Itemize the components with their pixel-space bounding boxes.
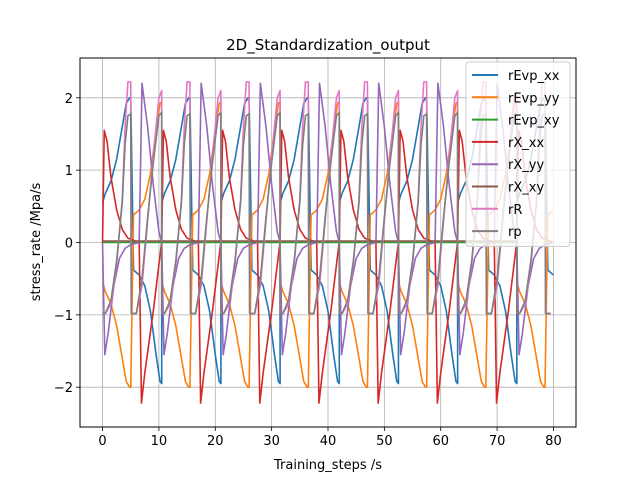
x-tick-label: 50 <box>376 434 393 449</box>
x-tick-label: 70 <box>489 434 506 449</box>
y-axis-title: stress_rate /Mpa/s <box>29 183 44 302</box>
y-tick-label: −1 <box>54 309 73 324</box>
y-tick-label: 1 <box>65 164 73 179</box>
x-tick-label: 80 <box>545 434 562 449</box>
y-tick-label: 2 <box>65 92 73 107</box>
legend: rEvp_xx rEvp_yy rEvp_xy rX_xx rX_yy rX_xy rR rp <box>465 61 571 247</box>
x-tick-label: 10 <box>151 434 168 449</box>
legend-label: rp <box>508 225 522 240</box>
legend-label: rX_xx <box>508 136 544 151</box>
x-axis-title: Training_steps /s <box>273 458 382 473</box>
legend-label: rEvp_xx <box>508 69 560 84</box>
y-tick-label: −2 <box>54 381 73 396</box>
legend-label: rR <box>508 203 522 218</box>
x-tick-label: 0 <box>98 434 106 449</box>
x-tick-label: 40 <box>320 434 337 449</box>
legend-label: rEvp_yy <box>508 91 560 106</box>
x-tick-label: 60 <box>432 434 449 449</box>
legend-label: rEvp_xy <box>508 114 560 129</box>
x-tick-label: 20 <box>207 434 224 449</box>
y-tick-label: 0 <box>65 237 73 252</box>
chart-title: 2D_Standardization_output <box>226 36 430 55</box>
legend-box <box>465 61 571 247</box>
legend-label: rX_xy <box>508 181 544 196</box>
legend-label: rX_yy <box>508 158 544 173</box>
x-tick-label: 30 <box>263 434 280 449</box>
